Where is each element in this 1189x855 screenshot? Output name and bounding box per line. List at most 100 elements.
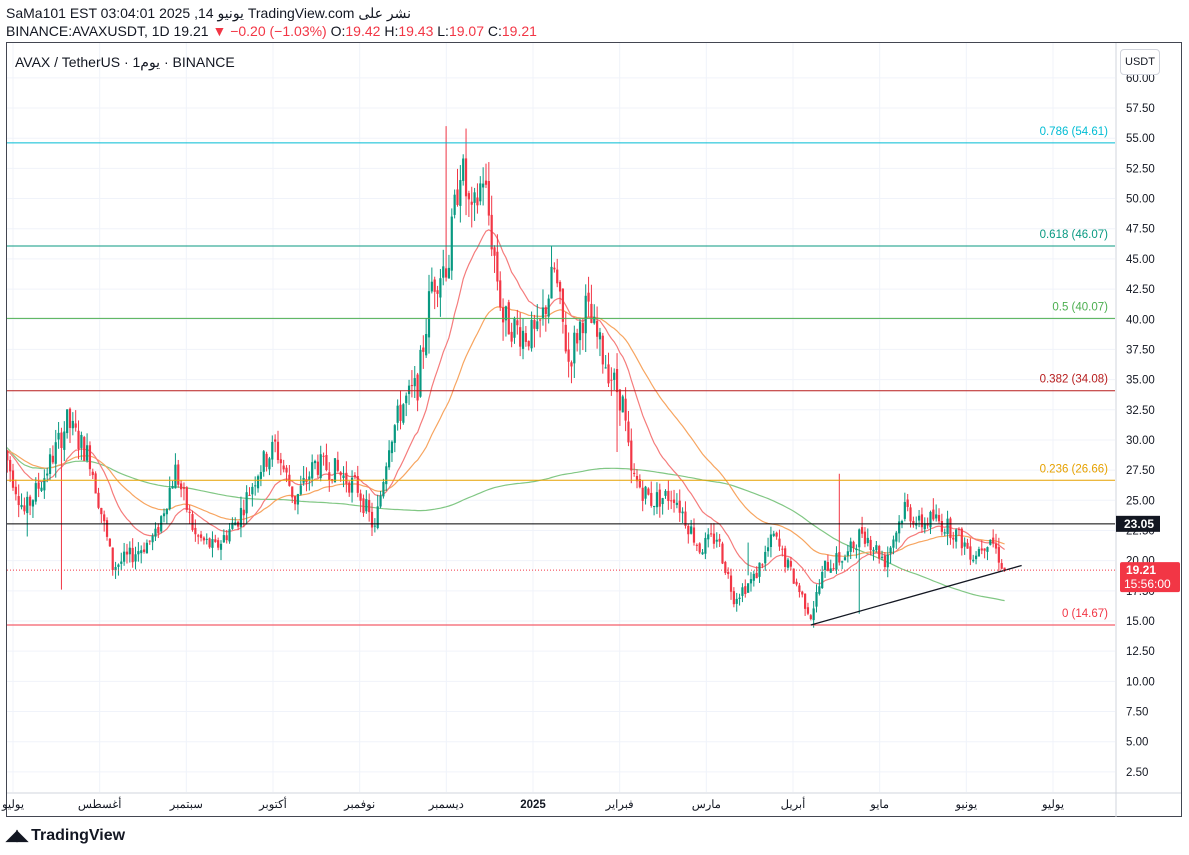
candle-down <box>633 463 636 477</box>
candle-body <box>9 459 12 472</box>
candle-body <box>197 535 200 537</box>
candle-up <box>747 542 750 593</box>
candle-body <box>516 320 519 326</box>
candle-down <box>883 552 886 572</box>
x-tick-label: 2025 <box>520 799 546 811</box>
candle-up <box>974 551 978 565</box>
candle-body <box>23 505 26 512</box>
candle-body <box>462 158 465 181</box>
candle-up <box>137 542 140 562</box>
candle-body <box>909 507 912 522</box>
candle-up <box>823 560 827 578</box>
candle-up <box>661 497 664 515</box>
brand-name: TradingView <box>31 827 126 844</box>
candle-body <box>849 541 852 552</box>
y-tick-label: 10.00 <box>1126 676 1155 688</box>
candle-up <box>764 545 767 571</box>
candle-down <box>433 276 436 310</box>
candle-down <box>399 390 402 430</box>
candle-body <box>684 511 687 526</box>
grid <box>7 43 1115 792</box>
y-tick-label: 7.50 <box>1126 707 1148 719</box>
candle-down <box>356 465 359 498</box>
candle-up <box>943 528 946 537</box>
candle-down <box>325 443 328 472</box>
candle-down <box>863 527 867 548</box>
fib-level-label: 0.618 (46.07) <box>1040 229 1109 241</box>
candle-up <box>165 508 168 524</box>
candle-body <box>741 587 744 596</box>
candle-up <box>818 579 821 596</box>
candle-body <box>524 333 527 342</box>
candle-down <box>638 474 641 489</box>
candle-body <box>769 534 773 548</box>
candle-body <box>570 362 573 367</box>
ma-50-line <box>7 306 1005 557</box>
candle-body <box>553 267 556 270</box>
y-tick-label: 52.50 <box>1126 163 1155 175</box>
candle-body <box>259 471 262 479</box>
candle-body <box>205 538 208 540</box>
candle-body <box>333 458 337 483</box>
symbol-price: BINANCE:AVAXUSDT, 1D 19.21 <box>6 23 209 39</box>
candle-down <box>724 560 727 575</box>
candle-up <box>479 176 482 206</box>
candle-body <box>598 332 602 340</box>
candle-up <box>427 274 431 354</box>
candle-down <box>208 537 211 549</box>
candle-body <box>120 561 123 564</box>
candle-up <box>40 481 43 493</box>
candle-body <box>601 335 604 365</box>
candle-down <box>618 389 622 426</box>
candle-up <box>812 600 815 628</box>
candle-down <box>291 486 294 504</box>
candle-body <box>274 439 277 442</box>
countdown-label: 15:56:00 <box>1124 577 1171 591</box>
candle-body <box>319 454 322 478</box>
candle-down <box>966 538 969 549</box>
candle-body <box>313 460 317 464</box>
candle-body <box>721 543 724 564</box>
candle-down <box>607 352 610 388</box>
candle-body <box>71 420 74 429</box>
candle-body <box>764 551 767 564</box>
candle-down <box>336 451 339 473</box>
currency-button[interactable]: USDT <box>1120 49 1160 75</box>
candle-up <box>701 549 704 555</box>
candle-body <box>858 529 861 548</box>
candle-up <box>123 542 126 566</box>
candle-body <box>137 551 140 555</box>
candle-body <box>709 533 713 535</box>
candle-body <box>795 581 798 585</box>
fib-level-label: 0.382 (34.08) <box>1040 374 1109 386</box>
candle-body <box>171 486 174 489</box>
candle-body <box>675 502 678 505</box>
candle-body <box>946 518 949 535</box>
candle-down <box>322 452 325 466</box>
candle-up <box>752 570 755 587</box>
candle-body <box>752 573 755 581</box>
candle-up <box>385 462 388 491</box>
candle-down <box>103 510 106 532</box>
candle-up <box>889 545 892 564</box>
candle-down <box>305 467 308 492</box>
candle-down <box>125 543 129 564</box>
candle-body <box>427 291 431 338</box>
candle-body <box>815 591 818 607</box>
candle-body <box>681 511 684 514</box>
x-tick-label: أكتوبر <box>258 796 287 811</box>
candle-body <box>624 398 627 421</box>
candle-body <box>54 442 57 464</box>
candle-body <box>906 499 909 507</box>
candle-body <box>450 216 453 271</box>
candle-down <box>490 195 493 257</box>
candle-down <box>9 456 12 482</box>
candle-up <box>593 304 596 325</box>
candle-body <box>20 504 23 508</box>
candle-down <box>792 568 795 584</box>
candle-up <box>963 537 966 555</box>
candle-body <box>370 511 374 528</box>
candle-down <box>282 459 285 473</box>
candle-body <box>37 482 40 489</box>
